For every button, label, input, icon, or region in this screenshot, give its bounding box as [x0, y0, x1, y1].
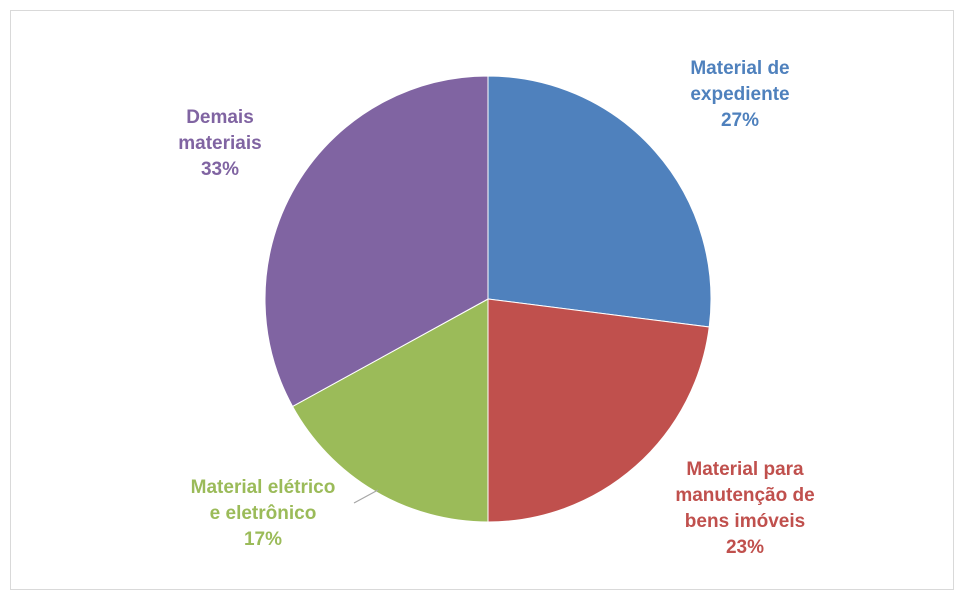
leader-line: [353, 489, 379, 504]
slice-label-material-eletrico: Material elétrico e eletrônico 17%: [163, 475, 363, 553]
slice-name-line: bens imóveis: [684, 511, 806, 532]
slice-name-line: Demais: [186, 107, 254, 128]
slice-name-line: Material de: [690, 58, 790, 79]
slice-label-material-manutencao: Material para manutenção de bens imóveis…: [655, 457, 835, 561]
slice-percent: 23%: [725, 537, 765, 558]
slice-name-line: Material elétrico: [190, 477, 336, 498]
pie-slice: [291, 298, 489, 523]
slice-label-demais-materiais: Demais materiais 33%: [155, 105, 285, 183]
slice-percent: 17%: [243, 529, 283, 550]
pie-slice: [487, 298, 710, 523]
slice-name-line: Material para: [686, 459, 804, 480]
slice-name-line: expediente: [690, 84, 790, 105]
slice-name-line: manutenção de: [675, 485, 815, 506]
slice-percent: 27%: [720, 110, 760, 131]
slice-percent: 33%: [200, 159, 240, 180]
slice-label-material-de-expediente: Material de expediente 27%: [660, 56, 820, 134]
slice-name-line: materiais: [178, 133, 262, 154]
slice-name-line: e eletrônico: [209, 503, 317, 524]
pie-slice: [264, 75, 489, 408]
pie-slice: [487, 75, 712, 328]
